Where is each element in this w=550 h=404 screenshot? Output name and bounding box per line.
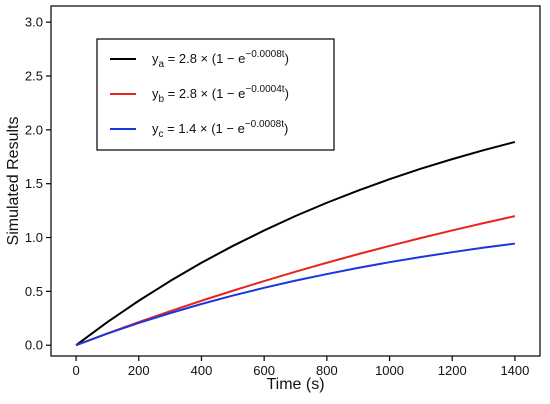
x-tick-label: 1200 (438, 363, 467, 378)
y-tick-label: 1.0 (25, 230, 43, 245)
y-tick-label: 3.0 (25, 15, 43, 30)
series-line-a (75, 140, 516, 347)
legend-label-b: yb = 2.8 × (1 − e−0.0004t) (152, 84, 289, 105)
plot-frame (50, 5, 541, 357)
legend-prefix: y (152, 121, 159, 136)
y-tick-label: 1.5 (25, 176, 43, 191)
x-tick-label: 600 (253, 363, 275, 378)
legend-label-a: ya = 2.8 × (1 − e−0.0008t) (152, 49, 289, 70)
legend-sub: b (159, 94, 165, 105)
legend-prefix: y (152, 51, 159, 66)
y-tick-label: 2.0 (25, 122, 43, 137)
legend-box (96, 38, 335, 151)
x-tick-label: 400 (191, 363, 213, 378)
legend-mid: = 2.8 × (1 − e (164, 86, 245, 101)
legend-prefix: y (152, 86, 159, 101)
x-tick-label: 800 (316, 363, 338, 378)
legend-sub: a (159, 59, 165, 70)
y-tick-label: 0.0 (25, 338, 43, 353)
y-axis-title: Simulated Results (5, 117, 22, 246)
y-tick-label: 0.5 (25, 284, 43, 299)
legend-mid: = 1.4 × (1 − e (164, 121, 245, 136)
legend-sup: −0.0008t (245, 49, 284, 60)
y-tick-label: 2.5 (25, 69, 43, 84)
legend-suffix: ) (285, 86, 289, 101)
legend-suffix: ) (284, 121, 288, 136)
legend: ya = 2.8 × (1 − e−0.0008t)yb = 2.8 × (1 … (96, 38, 335, 151)
legend-suffix: ) (285, 51, 289, 66)
legend-sub: c (159, 129, 164, 140)
series-line-c (75, 242, 516, 347)
legend-sup: −0.0008t (245, 119, 284, 130)
series-line-b (75, 215, 516, 347)
y-axis: 0.0 0.5 1.0 1.5 2.0 2.5 3.0 (25, 15, 51, 353)
x-tick-label: 0 (72, 363, 79, 378)
legend-mid: = 2.8 × (1 − e (164, 51, 245, 66)
series-lines (75, 140, 516, 347)
x-tick-label: 1000 (375, 363, 404, 378)
x-tick-label: 1400 (500, 363, 529, 378)
legend-sup: −0.0004t (245, 84, 284, 95)
x-axis-title: Time (s) (266, 376, 324, 393)
x-tick-label: 200 (128, 363, 150, 378)
x-axis: 0 200 400 600 800 1000 1200 1400 (72, 356, 529, 378)
legend-label-c: yc = 1.4 × (1 − e−0.0008t) (152, 119, 288, 140)
